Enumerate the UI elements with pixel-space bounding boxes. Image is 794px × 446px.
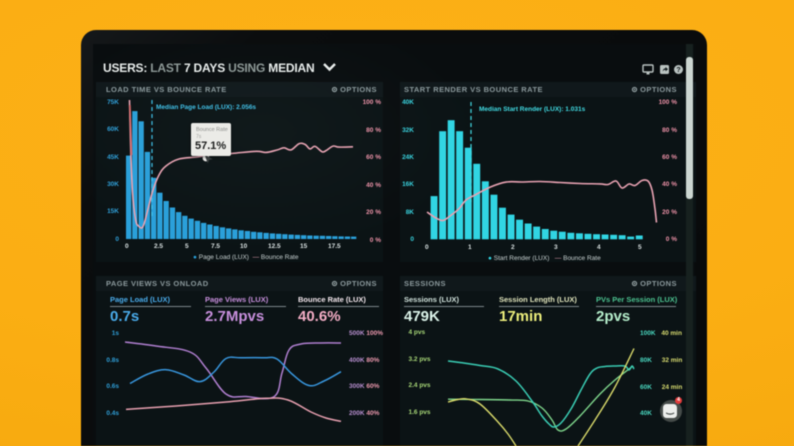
svg-text:?: ? <box>676 67 680 74</box>
